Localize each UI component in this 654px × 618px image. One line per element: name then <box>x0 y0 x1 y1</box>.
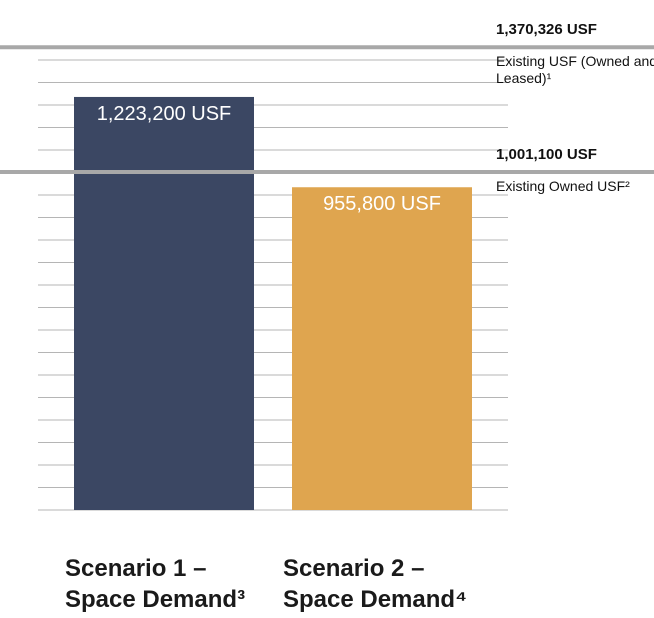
reference-label: 1,370,326 USF <box>496 21 597 39</box>
value-label: 955,800 USF <box>323 193 441 216</box>
x-tick-label: Scenario 1 – Space Demand³ <box>65 555 246 613</box>
reference-label: 1,001,100 USF <box>496 145 597 163</box>
bar <box>74 96 254 511</box>
value-label: 1,223,200 USF <box>96 102 232 125</box>
reference-note: Existing USF (Owned and Leased)¹ <box>496 53 654 87</box>
x-tick-label: Scenario 2 – Space Demand⁴ <box>283 555 467 613</box>
bar <box>292 187 472 510</box>
reference-note: Existing Owned USF² <box>496 177 630 194</box>
